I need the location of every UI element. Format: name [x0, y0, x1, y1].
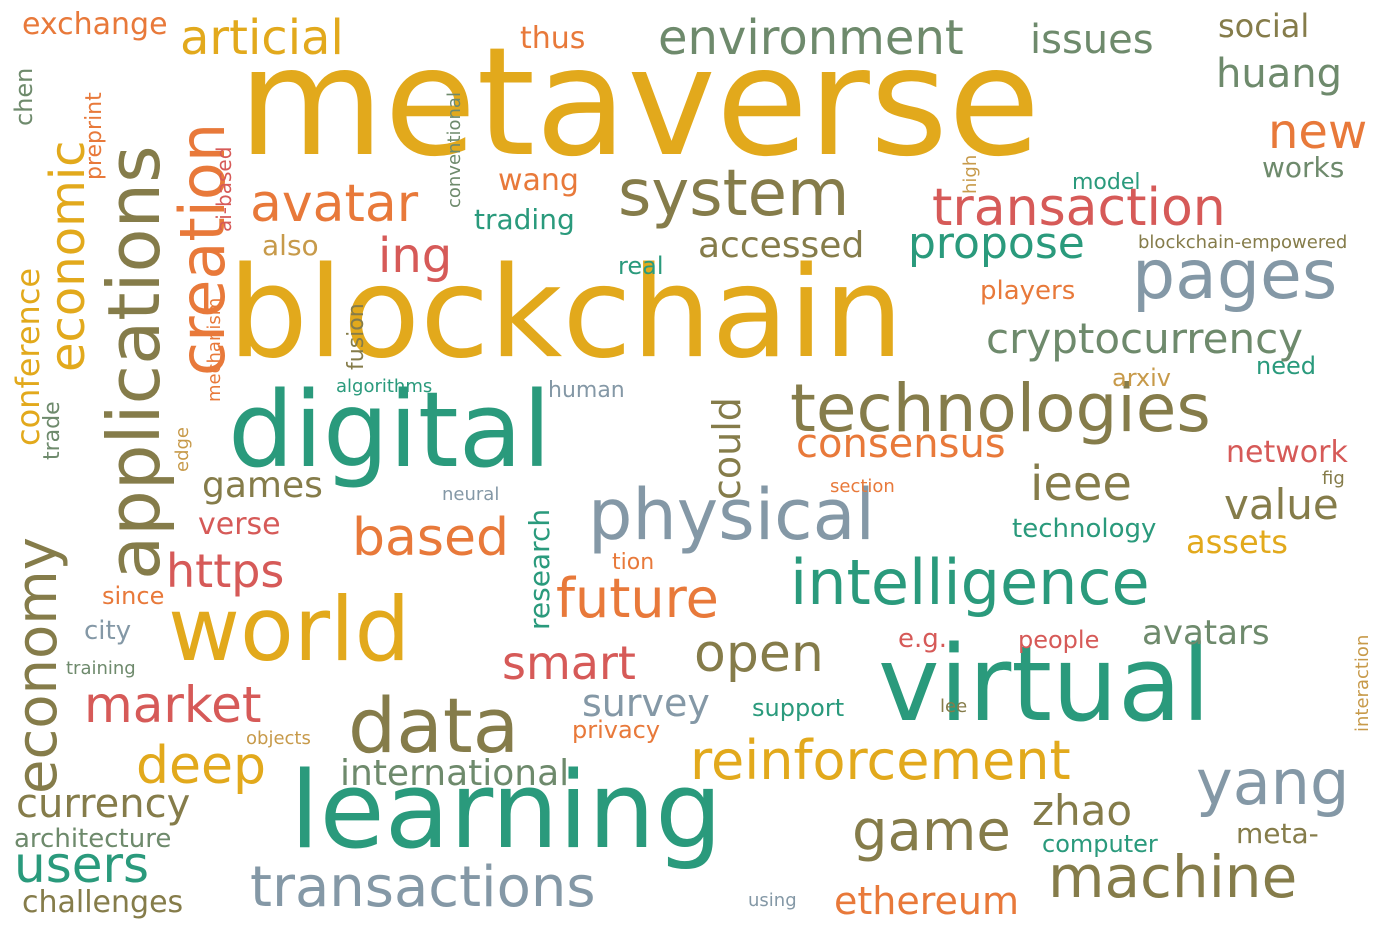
- word-new: new: [1268, 104, 1368, 160]
- word-propose: propose: [908, 218, 1085, 269]
- word-reinforcement: reinforcement: [690, 729, 1071, 792]
- word-network: network: [1226, 435, 1348, 470]
- word-future: future: [556, 567, 719, 630]
- word-world: world: [168, 578, 411, 681]
- word-ing: ing: [378, 228, 453, 284]
- word-technology: technology: [1012, 514, 1157, 544]
- word-yang: yang: [1196, 746, 1350, 819]
- word-could: could: [705, 397, 749, 500]
- word-trading: trading: [474, 203, 575, 236]
- word-ai-based: ai-based: [212, 146, 236, 232]
- word-research: research: [523, 508, 556, 630]
- word-blockchain-empowered: blockchain-empowered: [1138, 232, 1348, 253]
- word-computer: computer: [1042, 830, 1158, 858]
- word-open: open: [694, 624, 824, 684]
- word-neural: neural: [442, 484, 500, 505]
- word-applications: applications: [92, 145, 176, 580]
- word-training: training: [66, 658, 136, 679]
- word-objects: objects: [246, 728, 311, 749]
- word-value: value: [1224, 480, 1339, 529]
- word-model: model: [1072, 170, 1141, 195]
- word-international: international: [340, 753, 570, 794]
- word-human: human: [548, 378, 625, 403]
- word-machine: machine: [1048, 843, 1298, 911]
- word-high: high: [960, 154, 981, 194]
- word-players: players: [980, 276, 1076, 306]
- word-deep: deep: [136, 736, 266, 796]
- word-smart: smart: [502, 636, 636, 690]
- word-economy: economy: [5, 537, 70, 794]
- word-system: system: [618, 157, 850, 231]
- word-game: game: [852, 799, 1011, 864]
- word-learning: learning: [290, 749, 723, 872]
- word-section: section: [830, 476, 895, 497]
- word-tion: tion: [612, 550, 655, 575]
- word-social: social: [1218, 7, 1310, 45]
- word-privacy: privacy: [572, 716, 661, 744]
- word-cryptocurrency: cryptocurrency: [986, 314, 1304, 363]
- word-e-g: e.g.: [898, 624, 948, 654]
- word-algorithms: algorithms: [336, 376, 433, 397]
- word-using: using: [748, 890, 797, 911]
- word-mechanism: mechanism: [204, 297, 225, 402]
- word-wang: wang: [498, 163, 579, 198]
- word-city: city: [84, 616, 132, 646]
- word-architecture: architecture: [14, 824, 172, 854]
- word-intelligence: intelligence: [790, 546, 1150, 619]
- word-based: based: [352, 508, 509, 568]
- word-market: market: [84, 676, 262, 734]
- word-ieee: ieee: [1030, 456, 1132, 512]
- word-games: games: [202, 465, 323, 506]
- word-articial: articial: [180, 10, 344, 66]
- word-challenges: challenges: [22, 885, 184, 920]
- word-people: people: [1018, 626, 1100, 654]
- word-chen: chen: [10, 67, 38, 126]
- word-currency: currency: [16, 781, 191, 827]
- word-avatar: avatar: [250, 174, 419, 234]
- word-interaction: interaction: [1352, 634, 1373, 732]
- word-thus: thus: [520, 21, 586, 56]
- word-need: need: [1256, 352, 1316, 380]
- word-fig: fig: [1322, 468, 1345, 489]
- word-transactions: transactions: [250, 855, 596, 920]
- word-https: https: [166, 544, 285, 598]
- word-works: works: [1262, 151, 1345, 184]
- word-accessed: accessed: [698, 225, 865, 266]
- word-virtual: virtual: [878, 623, 1211, 745]
- word-transaction: transaction: [932, 178, 1226, 238]
- word-since: since: [102, 582, 165, 610]
- word-pages: pages: [1132, 236, 1338, 315]
- word-support: support: [752, 694, 845, 722]
- word-ethereum: ethereum: [834, 879, 1020, 923]
- word-environment: environment: [658, 10, 964, 66]
- word-edge: edge: [172, 427, 193, 472]
- word-trade: trade: [40, 401, 65, 460]
- word-survey: survey: [582, 681, 710, 725]
- word-zhao: zhao: [1032, 786, 1133, 835]
- word-metaverse: metaverse: [238, 16, 1041, 190]
- word-preprint: preprint: [82, 92, 107, 180]
- word-consensus: consensus: [796, 421, 1006, 467]
- word-real: real: [618, 252, 664, 280]
- word-exchange: exchange: [22, 7, 168, 42]
- word-conventional: conventional: [444, 92, 465, 208]
- word-lee: lee: [940, 696, 968, 717]
- word-verse: verse: [198, 507, 281, 542]
- word-huang: huang: [1216, 51, 1342, 97]
- word-assets: assets: [1186, 523, 1288, 561]
- word-physical: physical: [588, 474, 875, 556]
- word-users: users: [14, 836, 150, 894]
- word-issues: issues: [1030, 17, 1154, 63]
- word-data: data: [348, 681, 520, 770]
- word-also: also: [262, 229, 319, 262]
- word-avatars: avatars: [1142, 613, 1270, 653]
- word-arxiv: arxiv: [1112, 364, 1172, 392]
- word-technologies: technologies: [790, 370, 1211, 447]
- word-blockchain: blockchain: [228, 239, 904, 386]
- word-digital: digital: [228, 369, 552, 491]
- word-fusion: fusion: [344, 303, 369, 370]
- word-meta-dash: meta-: [1236, 817, 1319, 850]
